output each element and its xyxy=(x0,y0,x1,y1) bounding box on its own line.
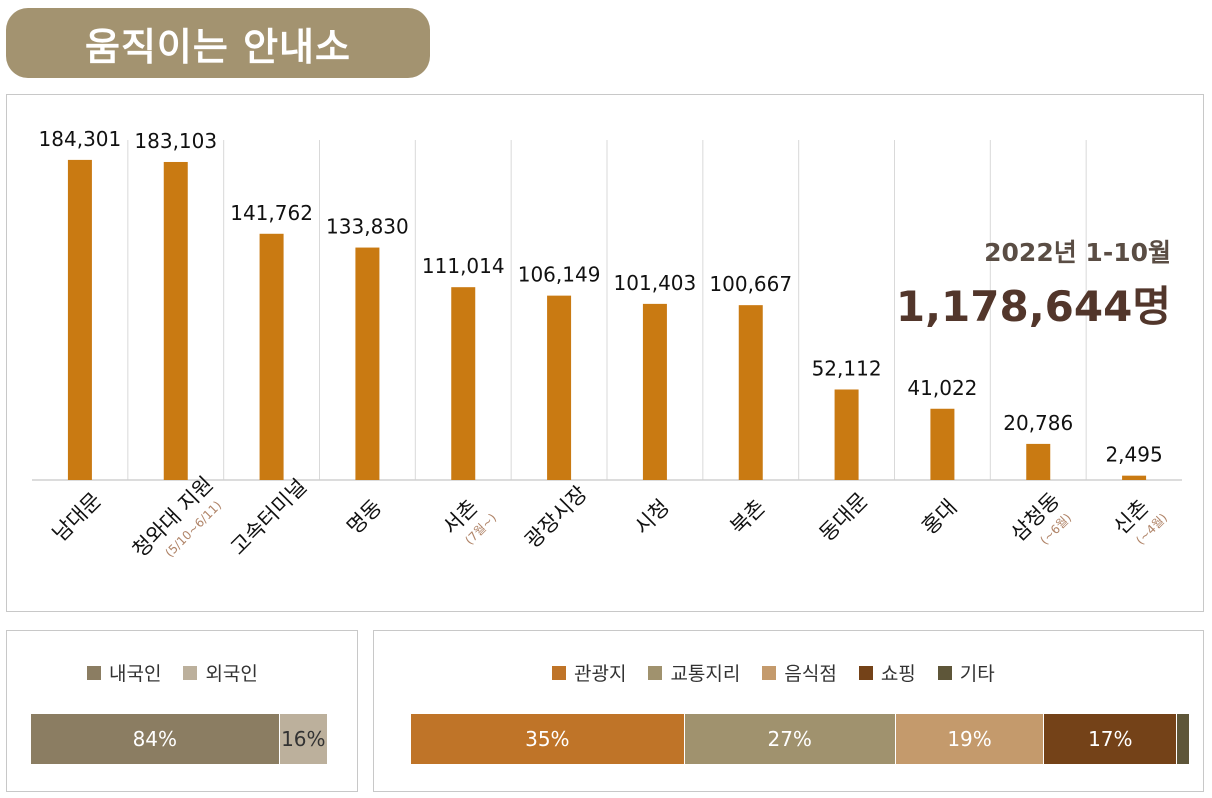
category-label-group: 고속터미널 xyxy=(226,474,311,559)
legend-item: 교통지리 xyxy=(648,659,740,686)
category-label-group: 서촌(7월~) xyxy=(438,495,499,548)
segment-label: 27% xyxy=(767,727,812,751)
legend-item: 음식점 xyxy=(762,659,837,686)
data-label: 183,103 xyxy=(134,129,217,153)
legend-item: 관광지 xyxy=(552,659,626,686)
category-label-group: 청와대 지원(5/10~6/11) xyxy=(128,472,224,562)
bar xyxy=(259,233,284,480)
legend-swatch xyxy=(648,665,663,680)
data-label: 184,301 xyxy=(39,127,122,151)
legend-item: 외국인 xyxy=(183,659,258,686)
category-label-group: 신촌(~4월) xyxy=(1109,495,1170,548)
legend-swatch xyxy=(87,665,101,680)
category-label: 홍대 xyxy=(917,495,961,539)
bar xyxy=(163,161,188,480)
category-label: 광장시장 xyxy=(520,481,592,553)
category-label-group: 삼청동(~6월) xyxy=(1006,488,1074,547)
legend-label: 음식점 xyxy=(784,663,837,685)
segment-label: 35% xyxy=(525,727,570,751)
data-label: 20,786 xyxy=(1003,411,1073,435)
data-label: 111,014 xyxy=(422,254,505,278)
legend-label: 관광지 xyxy=(574,663,627,685)
category-label-group: 광장시장 xyxy=(520,481,592,553)
legend-swatch xyxy=(183,665,198,680)
category-label-group: 남대문 xyxy=(48,488,106,546)
summary-total: 1,178,644명 xyxy=(895,282,1171,331)
data-label: 100,667 xyxy=(709,272,792,296)
stacked-segment: 27% xyxy=(684,714,896,764)
legend-swatch xyxy=(762,665,777,680)
stacked-segment: 84% xyxy=(31,714,280,764)
legend-label: 외국인 xyxy=(205,663,258,685)
stacked-segment: 35% xyxy=(411,714,685,764)
purpose-legend: 관광지 교통지리 음식점 쇼핑 기타 xyxy=(552,659,995,686)
category-label: 명동 xyxy=(342,495,386,539)
stacked-segment xyxy=(1177,714,1189,764)
legend-label: 내국인 xyxy=(109,663,162,685)
data-label: 2,495 xyxy=(1105,443,1162,467)
purpose-panel: 관광지 교통지리 음식점 쇼핑 기타 35% 27% 19% 17% xyxy=(373,630,1204,792)
stacked-segment: 16% xyxy=(279,714,327,764)
bar xyxy=(355,247,380,480)
stacked-segment: 17% xyxy=(1044,714,1178,764)
legend-swatch xyxy=(552,665,566,680)
visitors-bar-chart: 184,301 남대문 183,103 청와대 지원(5/10~6/11) 141,76… xyxy=(32,127,1182,562)
legend-label: 교통지리 xyxy=(670,663,741,685)
bar xyxy=(930,408,955,480)
bar xyxy=(642,303,667,480)
category-label: 시청 xyxy=(630,495,674,539)
category-label-group: 북촌 xyxy=(726,495,770,539)
bar xyxy=(547,295,572,480)
category-label: 동대문 xyxy=(815,488,873,546)
legend-item: 기타 xyxy=(937,659,995,686)
legend-swatch xyxy=(937,665,952,680)
legend-item: 쇼핑 xyxy=(858,659,916,686)
segment-label: 16% xyxy=(281,727,326,751)
category-label: 고속터미널 xyxy=(226,474,311,559)
stacked-segment: 19% xyxy=(895,714,1045,764)
nationality-stacked-bar: 84% 16% xyxy=(31,714,327,764)
data-label: 52,112 xyxy=(812,356,882,380)
segment-label: 84% xyxy=(132,727,178,751)
legend-swatch xyxy=(858,665,873,680)
category-label-group: 시청 xyxy=(630,495,674,539)
legend-label: 쇼핑 xyxy=(880,663,916,685)
legend-label: 기타 xyxy=(959,663,995,685)
category-label-group: 명동 xyxy=(342,495,386,539)
bar xyxy=(1122,475,1147,480)
category-label-group: 동대문 xyxy=(815,488,873,546)
bar xyxy=(451,287,476,480)
legend-item: 내국인 xyxy=(87,659,161,686)
data-label: 101,403 xyxy=(614,271,697,295)
data-label: 106,149 xyxy=(518,263,601,287)
bar xyxy=(834,389,859,480)
category-label: 남대문 xyxy=(48,488,106,546)
category-label-group: 홍대 xyxy=(917,495,961,539)
purpose-stacked-bar: 35% 27% 19% 17% xyxy=(411,714,1189,764)
summary-period: 2022년 1-10월 xyxy=(984,238,1171,267)
data-label: 41,022 xyxy=(907,376,977,400)
segment-label: 19% xyxy=(947,727,992,751)
segment-label: 17% xyxy=(1088,727,1133,751)
bar xyxy=(738,305,763,480)
page-title: 움직이는 안내소 xyxy=(6,8,430,78)
data-label: 133,830 xyxy=(326,215,409,239)
category-label: 북촌 xyxy=(726,495,770,539)
bar xyxy=(1026,443,1051,480)
nationality-legend: 내국인 외국인 xyxy=(87,659,258,686)
bar xyxy=(67,159,92,480)
nationality-panel: 내국인 외국인 84% 16% xyxy=(6,630,358,792)
main-chart-panel: 184,301 남대문 183,103 청와대 지원 (5/10~6/11) 141,76… xyxy=(6,94,1204,612)
data-label: 141,762 xyxy=(230,201,313,225)
